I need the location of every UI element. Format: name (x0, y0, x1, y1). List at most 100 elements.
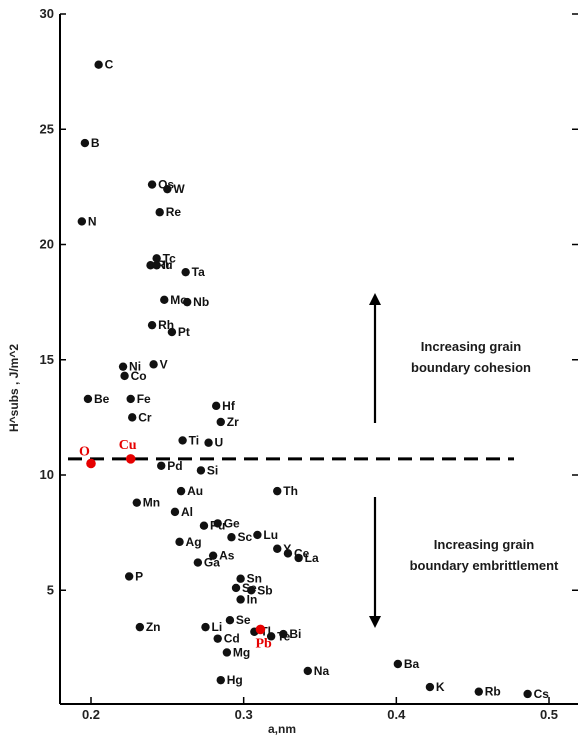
point-label-si: Si (207, 463, 218, 477)
point-c (94, 60, 103, 69)
point-label-na: Na (314, 664, 330, 678)
point-label-cr: Cr (138, 410, 152, 424)
point-rb (474, 687, 483, 696)
point-label-ba: Ba (404, 657, 420, 671)
point-label-ta: Ta (192, 265, 205, 279)
point-label-hg: Hg (227, 673, 243, 687)
point-label-as: As (219, 549, 235, 563)
point-li (201, 622, 210, 632)
y-tick-label: 5 (47, 582, 54, 597)
point-label-be: Be (94, 392, 110, 406)
point-ba (393, 659, 403, 669)
x-tick-label: 0.5 (540, 707, 558, 722)
annotations: Increasing grain boundary cohesion Incre… (369, 293, 559, 628)
point-label-se: Se (236, 613, 251, 627)
point-label-tl: Tl (260, 625, 271, 639)
point-ga (193, 558, 203, 567)
point-label-k: K (436, 680, 445, 694)
point-v (149, 360, 158, 369)
axes: 5 10 15 20 25 30 0.2 0.3 0.4 0.5 (40, 6, 578, 722)
point-label-u: U (215, 436, 224, 450)
point-label-al: Al (181, 505, 193, 519)
arrow-up-head (369, 293, 381, 305)
point-label-p: P (135, 569, 143, 583)
x-tick-label: 0.4 (387, 707, 406, 722)
point-la (294, 553, 303, 563)
point-label-tc: Tc (163, 251, 176, 265)
point-label-cd: Cd (224, 632, 240, 646)
point-n (77, 217, 87, 226)
point-label-ga: Ga (204, 556, 220, 570)
point-ti (178, 436, 187, 445)
y-tick-label: 20 (40, 237, 54, 252)
point-label-fe: Fe (137, 392, 151, 406)
point-cr (128, 413, 137, 422)
point-label-c: C (105, 58, 114, 72)
y-tick-label: 15 (40, 352, 54, 367)
point-y (273, 544, 282, 553)
point-label-hf: Hf (222, 399, 236, 413)
point-ru (146, 261, 155, 270)
point-mo (160, 295, 169, 305)
point-label-pt: Pt (178, 325, 190, 339)
point-pu (199, 521, 209, 530)
point-mg (222, 648, 232, 657)
point-zn (135, 622, 145, 632)
point-pt (167, 327, 177, 337)
lower-annotation-line-1: Increasing grain (434, 537, 534, 552)
point-label-re: Re (166, 205, 182, 219)
point-label-b: B (91, 136, 100, 150)
point-th (273, 486, 282, 496)
point-be (83, 394, 93, 404)
point-label-la: La (305, 551, 319, 565)
x-tick-label: 0.2 (82, 707, 100, 722)
point-os (147, 180, 157, 189)
point-label-rb: Rb (485, 685, 501, 699)
point-label-ni: Ni (129, 360, 141, 374)
point-ta (181, 267, 190, 277)
point-label-nb: Nb (193, 295, 209, 309)
highlight-label-pb: Pb (255, 636, 272, 651)
point-label-mg: Mg (233, 645, 250, 659)
point-au (176, 486, 186, 496)
upper-annotation-line-2: boundary cohesion (411, 360, 531, 375)
point-sn (236, 574, 245, 583)
point-re (155, 208, 164, 217)
point-label-y: Y (283, 542, 291, 556)
point-co (120, 371, 129, 381)
point-si (196, 466, 206, 475)
x-tick-label: 0.3 (235, 707, 253, 722)
point-na (303, 666, 312, 676)
point-hg (216, 675, 225, 685)
point-label-ag: Ag (186, 535, 202, 549)
y-tick-label: 30 (40, 6, 54, 21)
point-label-v: V (160, 357, 168, 371)
arrow-down-head (369, 616, 381, 628)
point-k (425, 682, 435, 692)
point-label-sn: Sn (247, 572, 262, 586)
point-ag (175, 537, 184, 547)
point-label-zn: Zn (146, 620, 161, 634)
point-label-te: Te (277, 629, 290, 643)
point-label-ru: Ru (157, 258, 173, 272)
point-label-cs: Cs (534, 687, 550, 701)
point-ce (283, 549, 293, 558)
highlight-label-cu: Cu (119, 438, 137, 453)
point-b (80, 138, 90, 148)
point-sb (247, 586, 256, 595)
point-label-in: In (247, 592, 258, 606)
point-label-th: Th (283, 484, 298, 498)
y-tick-label: 25 (40, 121, 54, 136)
point-label-ti: Ti (189, 433, 199, 447)
point-label-mn: Mn (143, 496, 160, 510)
highlight-label-o: O (79, 444, 90, 459)
point-label-w: W (173, 182, 185, 196)
point-u (204, 438, 213, 447)
point-zr (216, 417, 225, 427)
point-cd (213, 634, 222, 643)
point-label-ir: Ir (163, 258, 171, 272)
point-label-bi: Bi (289, 627, 301, 641)
point-label-n: N (88, 214, 97, 228)
point-nb (182, 297, 192, 307)
